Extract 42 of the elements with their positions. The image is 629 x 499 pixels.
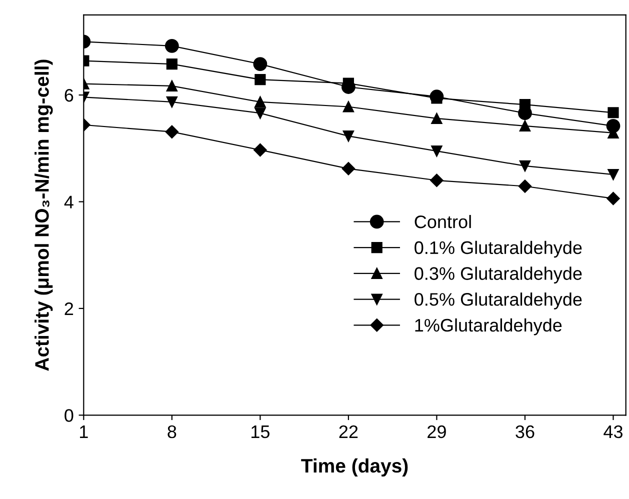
point: [519, 99, 531, 110]
x-tick-label: 29: [428, 425, 446, 438]
x-tick-label: 43: [604, 425, 622, 438]
point: [166, 80, 178, 92]
legend-label: 0.1% Glutaraldehyde: [414, 240, 582, 258]
point: [342, 101, 354, 112]
point: [431, 112, 442, 124]
legend-label: Control: [414, 214, 471, 228]
y-tick-label: 4: [64, 196, 74, 208]
x-tick-label: 8: [168, 425, 176, 438]
point: [254, 143, 267, 157]
point: [608, 107, 619, 118]
y-tick-label: 6: [64, 88, 74, 102]
legend-label: 0.5% Glutaraldehyde: [414, 292, 582, 310]
point: [253, 57, 268, 72]
x-tick-label: 1: [80, 426, 88, 438]
point: [254, 74, 266, 86]
point: [254, 96, 266, 108]
x-tick-label: 15: [252, 426, 270, 438]
x-axis-title: Time (days): [301, 458, 408, 477]
y-axis-title: Activity (μmol NO₃-N/min mg-cell): [34, 60, 53, 371]
point: [518, 180, 532, 193]
point: [254, 108, 266, 119]
point: [519, 120, 531, 132]
y-tick-label: 0: [64, 409, 74, 422]
point: [608, 168, 619, 180]
point: [606, 192, 620, 206]
point: [165, 125, 179, 138]
point: [430, 174, 444, 187]
point: [166, 96, 178, 108]
y-tick-label: 2: [64, 302, 74, 315]
legend-label: 0.3% Glutaraldehyde: [414, 266, 582, 284]
point: [342, 130, 354, 142]
x-tick-label: 22: [339, 425, 358, 438]
point: [431, 92, 442, 104]
point: [166, 58, 178, 70]
point: [431, 145, 442, 157]
point: [342, 162, 356, 176]
point: [164, 38, 179, 53]
point: [519, 160, 531, 172]
legend-label: 1%Glutaraldehyde: [415, 318, 562, 336]
x-tick-label: 36: [516, 425, 534, 438]
